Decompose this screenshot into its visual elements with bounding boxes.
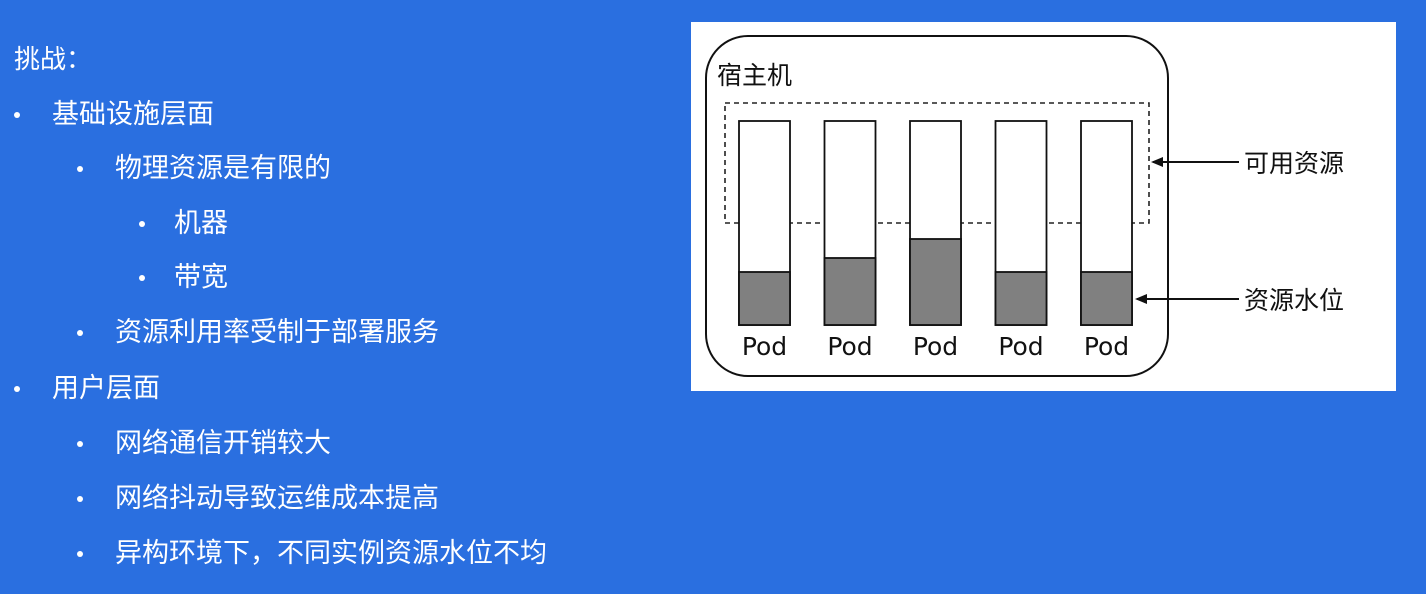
- bullet-text: 用户层面: [52, 373, 160, 404]
- bullet-dot-icon: [77, 441, 83, 447]
- bullet-text: 物理资源是有限的: [115, 153, 331, 184]
- bullet-item: 带宽: [139, 260, 228, 296]
- bullet-text: 网络通信开销较大: [115, 428, 331, 459]
- bullet-item: 网络抖动导致运维成本提高: [77, 481, 439, 517]
- bullet-dot-icon: [139, 275, 145, 281]
- pod-label: Pod: [742, 332, 787, 361]
- slide-heading: 挑战：: [14, 45, 93, 75]
- bullet-text: 基础设施层面: [52, 99, 214, 130]
- pod-resource-fill: [738, 271, 791, 326]
- bullet-text: 异构环境下，不同实例资源水位不均: [115, 538, 547, 569]
- pod-resource-fill: [823, 257, 877, 326]
- pod-resource-fill: [994, 271, 1048, 326]
- bullet-dot-icon: [77, 496, 83, 502]
- pod-label: Pod: [998, 332, 1043, 361]
- bullet-dot-icon: [14, 112, 20, 118]
- bullet-list: 基础设施层面 物理资源是有限的 机器 带宽 资源利用率受制于部署服务 用户层面 …: [0, 0, 680, 594]
- bullet-dot-icon: [77, 551, 83, 557]
- bullet-text: 网络抖动导致运维成本提高: [115, 483, 439, 514]
- bullet-item: 资源利用率受制于部署服务: [77, 315, 439, 351]
- pod-resource-fill: [909, 238, 962, 326]
- host-diagram: 宿主机 Pod Pod Pod Pod Pod 可用资源 资源水位: [691, 22, 1396, 391]
- host-diagram-svg: 宿主机 Pod Pod Pod Pod Pod 可用资源 资源水位: [705, 35, 1344, 377]
- host-machine-label: 宿主机: [717, 61, 792, 90]
- available-resource-label: 可用资源: [1244, 149, 1344, 178]
- bullet-item: 用户层面: [14, 371, 160, 407]
- resource-water-level-label: 资源水位: [1244, 286, 1344, 315]
- bullet-dot-icon: [77, 166, 83, 172]
- pod-label: Pod: [827, 332, 872, 361]
- pods-group: Pod Pod Pod Pod Pod: [738, 120, 1133, 361]
- bullet-dot-icon: [139, 221, 145, 227]
- bullet-item: 网络通信开销较大: [77, 426, 331, 462]
- bullet-dot-icon: [14, 386, 20, 392]
- pod-label: Pod: [913, 332, 958, 361]
- pod-resource-fill: [1080, 271, 1133, 326]
- pod-label: Pod: [1084, 332, 1129, 361]
- bullet-text: 资源利用率受制于部署服务: [115, 317, 439, 348]
- bullet-text: 机器: [174, 208, 228, 239]
- bullet-dot-icon: [77, 330, 83, 336]
- bullet-item: 机器: [139, 206, 228, 242]
- bullet-text: 带宽: [174, 262, 228, 293]
- bullet-item: 异构环境下，不同实例资源水位不均: [77, 536, 547, 572]
- bullet-item: 基础设施层面: [14, 97, 214, 133]
- host-machine-outline: [705, 35, 1169, 377]
- bullet-item: 物理资源是有限的: [77, 151, 331, 187]
